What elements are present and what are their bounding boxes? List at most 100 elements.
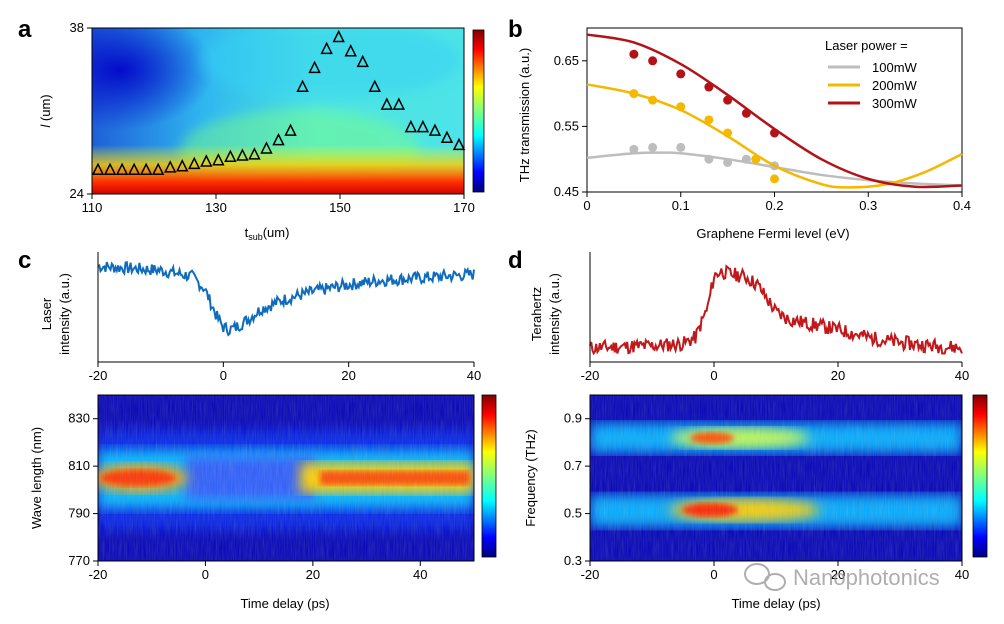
panel-d-xtick-label: 0 bbox=[710, 567, 717, 582]
panel-a: a 110 130 150 170 24 38 tsub(um) l (um) bbox=[18, 16, 485, 242]
panel-a-marker bbox=[344, 44, 357, 57]
panel-d-trace-xtick-label: 40 bbox=[955, 368, 969, 383]
panel-a-axes: 110 130 150 170 24 38 bbox=[70, 20, 475, 215]
panel-a-marker bbox=[272, 132, 285, 146]
series-point-100mW bbox=[704, 154, 714, 164]
series-point-200mW bbox=[751, 154, 761, 164]
series-point-200mW bbox=[723, 128, 733, 138]
series-point-200mW bbox=[704, 115, 714, 125]
panel-d-top-ylabel-1: Terahertz bbox=[529, 287, 544, 341]
panel-c-trace-xtick-label: -20 bbox=[89, 368, 108, 383]
panel-b-xtick-label: 0.4 bbox=[953, 198, 971, 213]
panel-c-trace: -20 0 20 40 bbox=[89, 252, 481, 383]
panel-a-marker bbox=[236, 148, 249, 161]
panel-a-marker bbox=[320, 41, 333, 55]
panel-a-marker bbox=[248, 147, 261, 160]
panel-c-xtick-label: 40 bbox=[413, 567, 427, 582]
panel-d-trace-line bbox=[589, 264, 963, 356]
panel-d-ytick-label: 0.7 bbox=[564, 458, 582, 473]
panel-b-xtick-label: 0 bbox=[583, 198, 590, 213]
series-point-300mW bbox=[648, 56, 658, 66]
panel-a-marker bbox=[308, 60, 321, 74]
panel-d-ytick-label: 0.5 bbox=[564, 506, 582, 521]
panel-a-markers bbox=[91, 29, 466, 176]
panel-d-trace-xtick-label: -20 bbox=[581, 368, 600, 383]
panel-c-ytick-label: 830 bbox=[68, 411, 90, 426]
panel-c-xtick-label: -20 bbox=[89, 567, 108, 582]
panel-label-b: b bbox=[508, 16, 523, 43]
panel-c: c -20 0 20 40 Laser intensity (a.u.) -20 0 20… bbox=[18, 247, 497, 611]
panel-d-ytick-label: 0.9 bbox=[564, 411, 582, 426]
panel-c-ytick-label: 790 bbox=[68, 506, 90, 521]
panel-a-marker bbox=[404, 119, 418, 133]
panel-a-ytick-label: 24 bbox=[70, 186, 84, 201]
panel-c-trace-xtick-label: 40 bbox=[467, 368, 481, 383]
panel-c-axes: -20 0 20 40 770 790 810 830 bbox=[68, 394, 475, 582]
panel-a-marker bbox=[332, 29, 345, 43]
panel-b-legend-title: Laser power = bbox=[825, 38, 908, 53]
panel-a-marker bbox=[368, 79, 381, 93]
panel-b-plot: 0 0.1 0.2 0.3 0.4 0.45 0.55 0.65 bbox=[554, 27, 971, 213]
panel-c-frame bbox=[97, 394, 475, 562]
series-point-200mW bbox=[676, 102, 686, 112]
panel-a-marker bbox=[188, 156, 201, 170]
panel-a-marker bbox=[356, 54, 369, 68]
panel-c-trace-xtick-label: 20 bbox=[341, 368, 355, 383]
watermark: Nanophotonics bbox=[744, 563, 940, 591]
panel-a-heatmap bbox=[92, 28, 464, 194]
panel-b-xtick-label: 0.3 bbox=[859, 198, 877, 213]
panel-b: b 0 0.1 0.2 0.3 0.4 0.45 0.55 0.65 Graphene Fer… bbox=[508, 16, 971, 241]
panel-a-marker bbox=[452, 137, 466, 151]
panel-a-marker bbox=[212, 153, 225, 166]
panel-b-ylabel: THz transmission (a.u.) bbox=[517, 48, 532, 182]
series-point-100mW bbox=[629, 144, 639, 154]
panel-d-ytick-label: 0.3 bbox=[564, 553, 582, 568]
panel-a-marker bbox=[139, 162, 153, 176]
panel-b-ytick-label: 0.65 bbox=[554, 53, 579, 68]
panel-a-marker bbox=[200, 154, 213, 167]
series-point-200mW bbox=[770, 174, 779, 184]
panel-b-ytick-label: 0.45 bbox=[554, 184, 579, 199]
panel-a-marker bbox=[127, 162, 141, 176]
panel-a-marker bbox=[176, 159, 189, 172]
panel-b-ytick-label: 0.55 bbox=[554, 118, 579, 133]
panel-label-c: c bbox=[18, 247, 31, 274]
panel-c-xtick-label: 0 bbox=[202, 567, 209, 582]
panel-a-marker bbox=[416, 119, 430, 133]
panel-d-frame bbox=[589, 394, 963, 562]
panel-a-marker bbox=[428, 123, 442, 136]
panel-d-trace-xtick-label: 20 bbox=[831, 368, 845, 383]
series-point-300mW bbox=[629, 49, 639, 59]
panel-b-xtick-label: 0.1 bbox=[672, 198, 690, 213]
panel-a-xtick-label: 150 bbox=[329, 200, 351, 215]
wechat-icon bbox=[744, 563, 786, 591]
panel-a-marker bbox=[224, 149, 237, 162]
panel-c-ylabel: Wave length (nm) bbox=[29, 427, 44, 529]
panel-a-xlabel: tsub(um) bbox=[245, 225, 290, 242]
panel-a-ylabel: l (um) bbox=[38, 94, 53, 127]
legend-label-100mW: 100mW bbox=[872, 60, 918, 75]
panel-a-xtick-label: 170 bbox=[453, 200, 475, 215]
panel-label-a: a bbox=[18, 16, 32, 43]
panel-a-marker bbox=[260, 141, 273, 154]
panel-c-xlabel: Time delay (ps) bbox=[240, 596, 329, 611]
panel-d: d -20 0 20 40 Terahertz intensity (a.u.) -2… bbox=[508, 247, 988, 611]
watermark-text: Nanophotonics bbox=[793, 565, 940, 590]
panel-a-frame bbox=[91, 27, 465, 195]
series-point-100mW bbox=[648, 142, 658, 152]
panel-d-heatmap bbox=[590, 395, 962, 561]
legend-label-300mW: 300mW bbox=[872, 96, 918, 111]
series-point-300mW bbox=[723, 95, 733, 105]
panel-b-xlabel: Graphene Fermi level (eV) bbox=[696, 226, 849, 241]
panel-a-marker bbox=[151, 162, 165, 176]
panel-a-marker bbox=[392, 97, 406, 110]
panel-a-ytick-label: 38 bbox=[70, 20, 84, 35]
panel-d-xlabel: Time delay (ps) bbox=[731, 596, 820, 611]
panel-c-xtick-label: 20 bbox=[306, 567, 320, 582]
panel-a-colorbar bbox=[472, 29, 485, 193]
panel-a-marker bbox=[284, 123, 297, 136]
panel-d-trace: -20 0 20 40 bbox=[581, 252, 969, 383]
panel-d-xtick-label: 40 bbox=[955, 567, 969, 582]
series-point-300mW bbox=[704, 82, 714, 92]
panel-d-trace-xtick-label: 0 bbox=[710, 368, 717, 383]
